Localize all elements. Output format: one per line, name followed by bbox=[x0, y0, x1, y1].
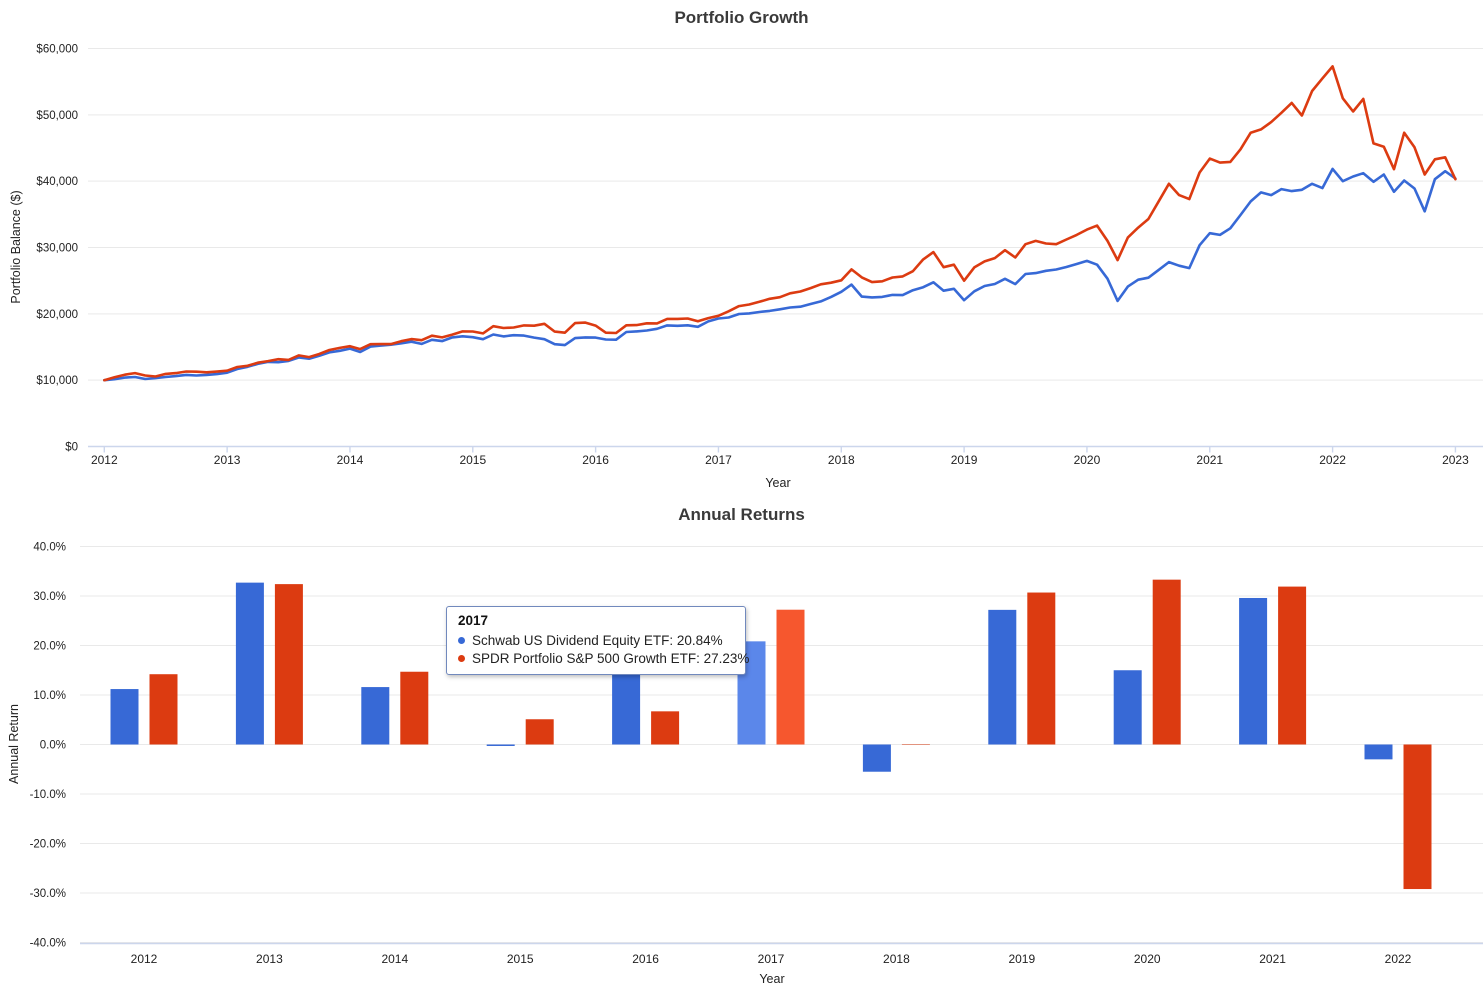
returns-x-axis-title: Year bbox=[759, 972, 785, 986]
x-tick-label: 2020 bbox=[1134, 952, 1161, 966]
bar-2013-spyg[interactable] bbox=[274, 584, 303, 745]
tooltip-item-schd: Schwab US Dividend Equity ETF: 20.84% bbox=[458, 631, 734, 649]
y-tick-label: 40.0% bbox=[33, 542, 66, 554]
bar-2019-schd[interactable] bbox=[988, 609, 1017, 745]
line-series[interactable] bbox=[103, 167, 1457, 382]
x-tick-label: 2013 bbox=[256, 952, 283, 966]
portfolio-growth-chart[interactable]: $0 $10,000 $20,000 $30,000 $40,000 $50,000 $60… bbox=[0, 0, 1483, 497]
returns-y-axis-title: Annual Return bbox=[7, 704, 21, 784]
y-tick-label: -30.0% bbox=[30, 888, 66, 900]
y-tick-label: $0 bbox=[65, 442, 78, 454]
growth-x-axis-title: Year bbox=[765, 476, 791, 490]
bar-2021-schd[interactable] bbox=[1239, 597, 1268, 745]
tooltip-item-spyg: SPDR Portfolio S&P 500 Growth ETF: 27.23… bbox=[458, 649, 749, 667]
bar-2020-schd[interactable] bbox=[1113, 670, 1142, 745]
x-tick-label: 2019 bbox=[1008, 952, 1035, 966]
bar-2012-spyg[interactable] bbox=[149, 674, 178, 745]
bar-2021-spyg[interactable] bbox=[1278, 586, 1307, 745]
y-tick-label: $30,000 bbox=[36, 243, 78, 255]
x-tick-label: 2014 bbox=[337, 453, 364, 467]
bar-2022-schd[interactable] bbox=[1364, 744, 1393, 760]
portfolio-growth-title: Portfolio Growth bbox=[674, 8, 809, 27]
y-tick-label: $50,000 bbox=[36, 110, 78, 122]
bar-2015-spyg[interactable] bbox=[525, 719, 554, 745]
x-tick-label: 2018 bbox=[883, 952, 910, 966]
y-tick-label: $60,000 bbox=[36, 44, 78, 56]
series-dot-red-icon bbox=[458, 654, 465, 662]
y-tick-label: -40.0% bbox=[30, 938, 66, 950]
x-tick-label: 2014 bbox=[381, 952, 408, 966]
bar-2012-schd[interactable] bbox=[110, 689, 139, 745]
x-tick-label: 2012 bbox=[131, 952, 158, 966]
bar-2016-schd[interactable] bbox=[612, 662, 641, 745]
x-tick-label: 2016 bbox=[582, 453, 609, 467]
y-tick-label: 10.0% bbox=[33, 690, 66, 702]
x-tick-label: 2016 bbox=[632, 952, 659, 966]
y-tick-label: 20.0% bbox=[33, 641, 66, 653]
tooltip-year: 2017 bbox=[458, 613, 489, 628]
bar-2020-spyg[interactable] bbox=[1152, 579, 1181, 745]
bar-2015-schd[interactable] bbox=[486, 744, 515, 746]
x-tick-label: 2022 bbox=[1319, 453, 1346, 467]
bar-2019-spyg[interactable] bbox=[1027, 592, 1056, 745]
series-dot-blue-icon bbox=[458, 636, 465, 644]
x-tick-label: 2015 bbox=[459, 453, 486, 467]
x-tick-label: 2019 bbox=[951, 453, 978, 467]
x-tick-label: 2017 bbox=[758, 952, 785, 966]
x-tick-label: 2013 bbox=[214, 453, 241, 467]
chart-tooltip: 2017 Schwab US Dividend Equity ETF: 20.8… bbox=[446, 606, 749, 675]
bar-2017-spyg[interactable] bbox=[776, 609, 805, 745]
x-tick-label: 2017 bbox=[705, 453, 732, 467]
y-tick-label: -20.0% bbox=[30, 839, 66, 851]
x-tick-label: 2018 bbox=[828, 453, 855, 467]
bar-2014-spyg[interactable] bbox=[400, 671, 429, 745]
x-tick-label: 2023 bbox=[1442, 453, 1469, 467]
y-tick-label: $10,000 bbox=[36, 375, 78, 387]
tooltip-item-text: SPDR Portfolio S&P 500 Growth ETF: 27.23… bbox=[472, 650, 750, 666]
x-tick-label: 2020 bbox=[1074, 453, 1101, 467]
bar-2016-spyg[interactable] bbox=[651, 711, 680, 745]
growth-y-axis-title: Portfolio Balance ($) bbox=[9, 190, 23, 304]
x-tick-label: 2021 bbox=[1259, 952, 1286, 966]
annual-returns-chart[interactable]: 40.0% 30.0% 20.0% 10.0% 0.0% -10.0% -20.0% -30.… bbox=[0, 497, 1483, 994]
line-series[interactable] bbox=[103, 65, 1457, 382]
y-tick-label: 0.0% bbox=[40, 740, 66, 752]
y-tick-label: -10.0% bbox=[30, 789, 66, 801]
x-tick-label: 2021 bbox=[1196, 453, 1223, 467]
bar-2013-schd[interactable] bbox=[235, 582, 264, 745]
y-tick-label: $40,000 bbox=[36, 176, 78, 188]
annual-returns-title: Annual Returns bbox=[678, 505, 805, 524]
x-tick-label: 2022 bbox=[1385, 952, 1412, 966]
y-tick-label: 30.0% bbox=[33, 591, 66, 603]
x-tick-label: 2012 bbox=[91, 453, 118, 467]
bar-2014-schd[interactable] bbox=[361, 687, 390, 745]
tooltip-item-text: Schwab US Dividend Equity ETF: 20.84% bbox=[472, 632, 723, 648]
x-tick-label: 2015 bbox=[507, 952, 534, 966]
bar-2018-schd[interactable] bbox=[862, 744, 891, 772]
bar-2022-spyg[interactable] bbox=[1403, 744, 1432, 890]
y-tick-label: $20,000 bbox=[36, 309, 78, 321]
